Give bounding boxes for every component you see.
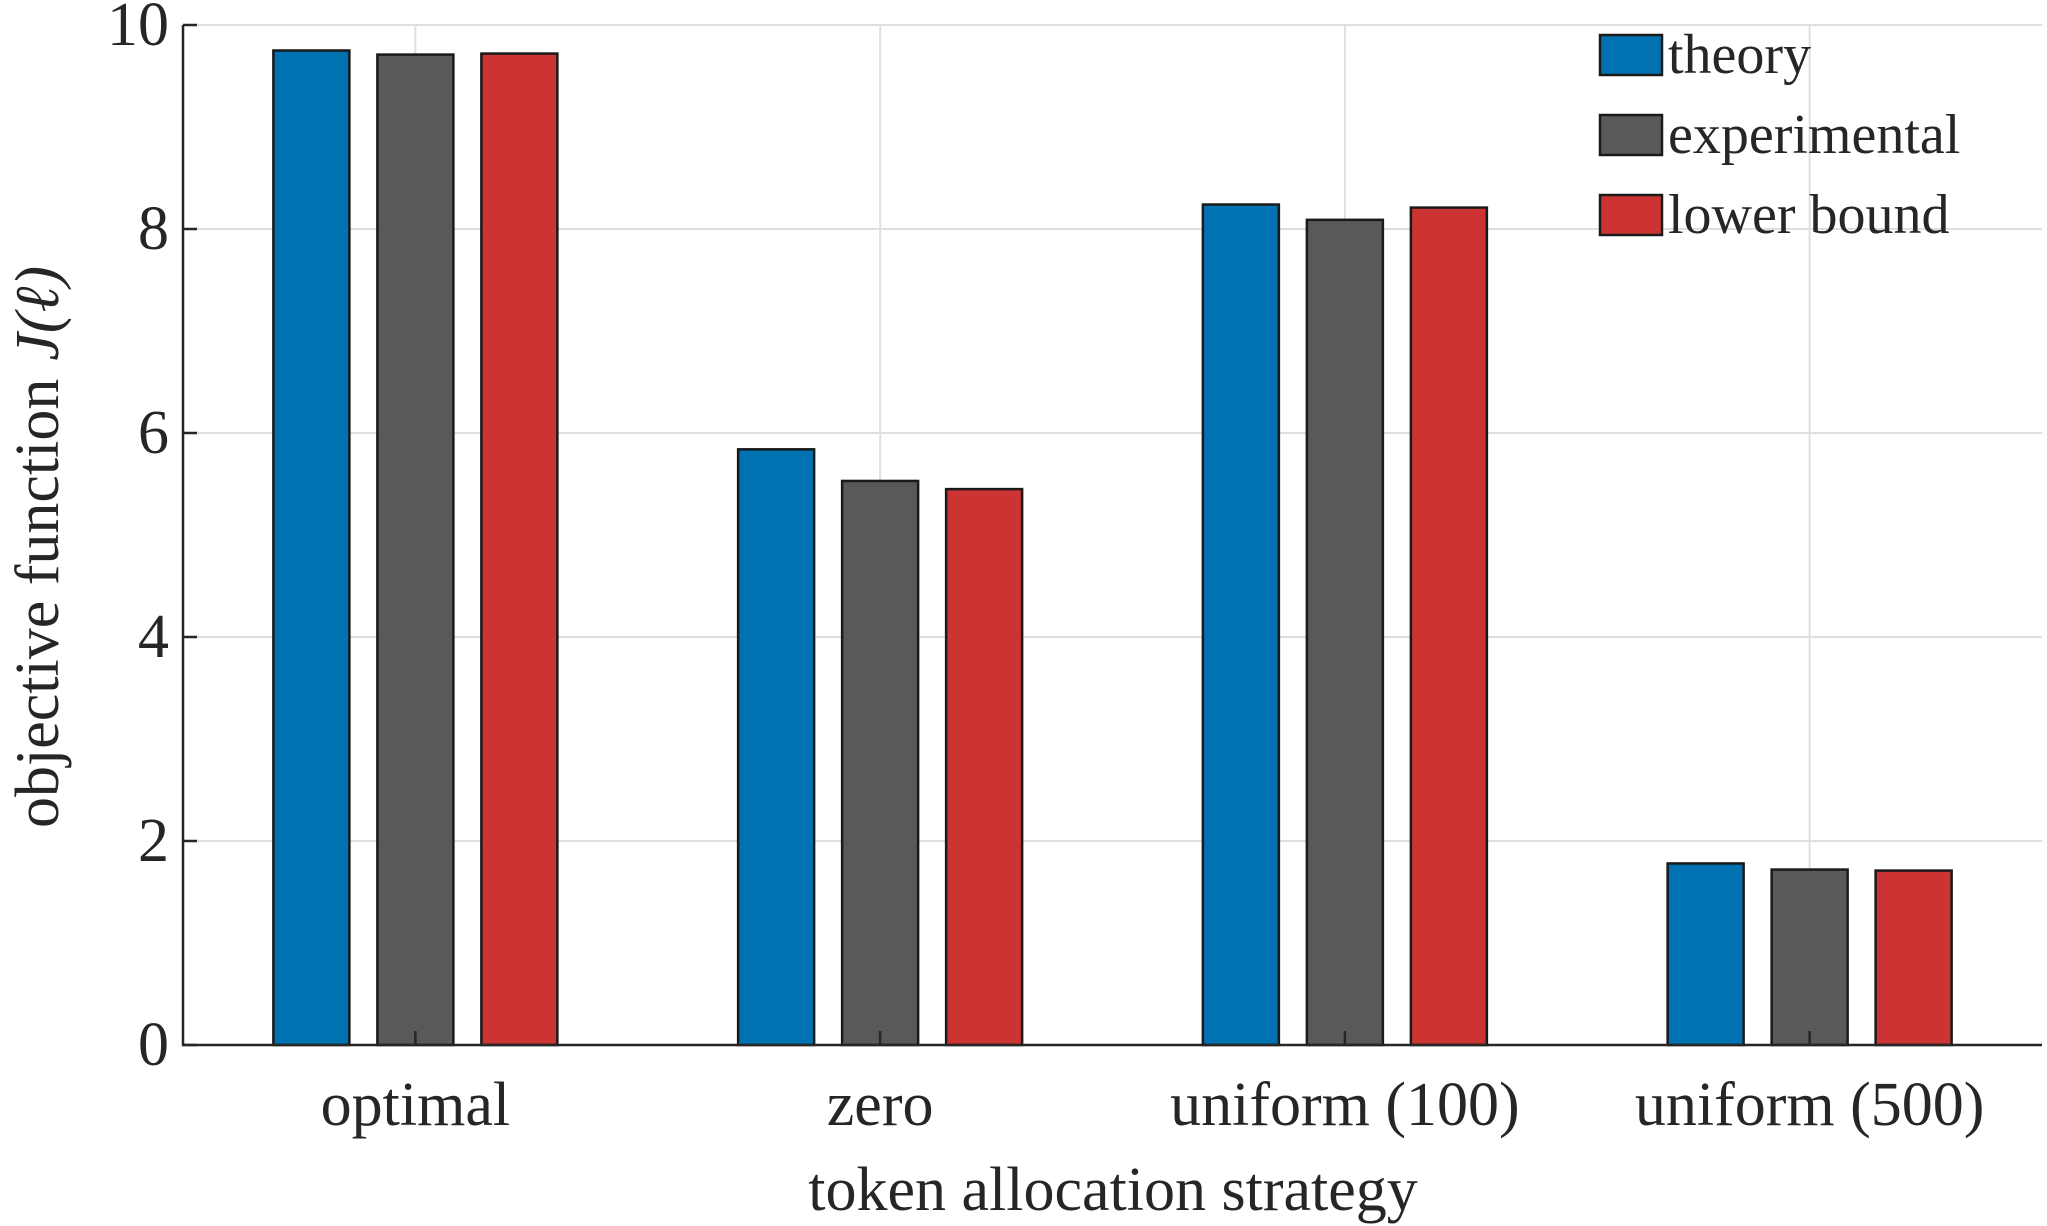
x-tick-label: zero xyxy=(827,1071,934,1139)
bar xyxy=(272,49,351,1047)
bar xyxy=(1874,869,1953,1047)
bar xyxy=(840,479,920,1047)
x-tick-label: uniform (500) xyxy=(1635,1071,1985,1139)
x-axis-label: token allocation strategy xyxy=(808,1156,1417,1224)
bar xyxy=(1409,206,1489,1047)
bar xyxy=(376,53,455,1047)
bar xyxy=(944,487,1024,1047)
legend-label: lower bound xyxy=(1668,184,1950,246)
legend-swatch xyxy=(1598,193,1664,237)
y-axis-label: objective function J(ℓ) xyxy=(4,266,72,828)
x-tick-label: uniform (100) xyxy=(1170,1071,1520,1139)
legend-label: theory xyxy=(1668,24,1811,86)
legend-label: experimental xyxy=(1668,104,1960,166)
y-tick-label: 6 xyxy=(138,399,169,467)
y-tick-label: 8 xyxy=(138,195,169,263)
bar xyxy=(1666,862,1745,1047)
y-tick-label: 2 xyxy=(138,807,169,875)
y-tick-label: 0 xyxy=(138,1011,169,1079)
bar xyxy=(1305,218,1385,1047)
legend-swatch xyxy=(1598,33,1664,77)
legend: theory experimental lower bound xyxy=(1598,24,1960,246)
tick-labels: 0 2 4 6 8 10 optimal zero uniform (100) uniform (… xyxy=(107,0,1984,1139)
grid-lines xyxy=(183,24,2042,1046)
y-tick-label: 10 xyxy=(107,0,169,59)
axis-lines xyxy=(181,25,2042,1047)
bar xyxy=(1201,203,1281,1047)
y-axis-label-text: objective function xyxy=(4,379,72,828)
bar xyxy=(736,448,816,1047)
x-tick-label: optimal xyxy=(321,1071,510,1139)
bar xyxy=(480,52,559,1047)
bar xyxy=(1770,868,1849,1047)
axes xyxy=(181,23,2042,1047)
y-tick-label: 4 xyxy=(138,603,169,671)
y-axis-label-math: J(ℓ) xyxy=(4,266,72,361)
legend-swatch xyxy=(1598,113,1664,157)
